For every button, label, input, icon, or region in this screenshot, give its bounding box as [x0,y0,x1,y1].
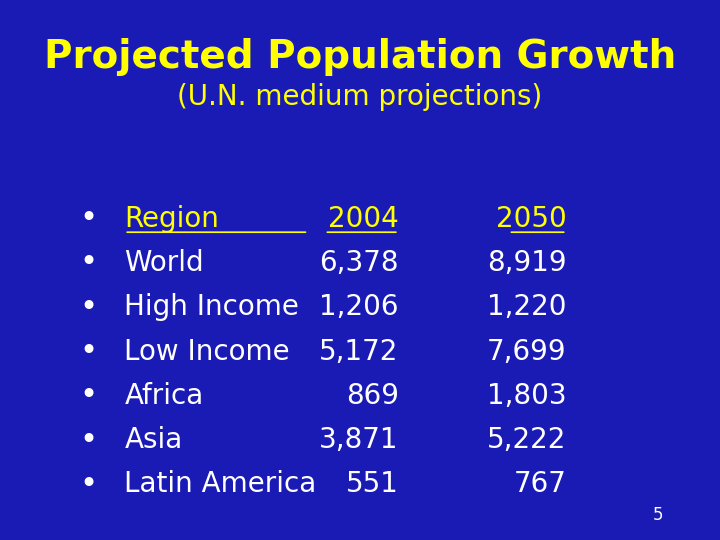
Text: 869: 869 [346,382,399,410]
Text: 7,699: 7,699 [487,338,567,366]
Text: •: • [80,470,98,499]
Text: Projected Population Growth: Projected Population Growth [44,38,676,76]
Text: World: World [125,249,204,277]
Text: •: • [80,248,98,278]
Text: 3,871: 3,871 [319,426,399,454]
Text: •: • [80,426,98,455]
Text: 5,222: 5,222 [487,426,567,454]
Text: •: • [80,337,98,366]
Text: 8,919: 8,919 [487,249,567,277]
Text: 767: 767 [514,470,567,498]
Text: High Income: High Income [125,293,300,321]
Text: •: • [80,293,98,322]
Text: 1,803: 1,803 [487,382,567,410]
Text: 1,220: 1,220 [487,293,567,321]
Text: 2050: 2050 [496,205,567,233]
Text: (U.N. medium projections): (U.N. medium projections) [177,83,543,111]
Text: 551: 551 [346,470,399,498]
Text: 6,378: 6,378 [319,249,399,277]
Text: 5: 5 [653,506,664,524]
Text: Asia: Asia [125,426,183,454]
Text: Region: Region [125,205,219,233]
Text: Africa: Africa [125,382,204,410]
Text: 5,172: 5,172 [320,338,399,366]
Text: •: • [80,204,98,233]
Text: Latin America: Latin America [125,470,317,498]
Text: 2004: 2004 [328,205,399,233]
Text: 1,206: 1,206 [319,293,399,321]
Text: Low Income: Low Income [125,338,290,366]
Text: •: • [80,381,98,410]
